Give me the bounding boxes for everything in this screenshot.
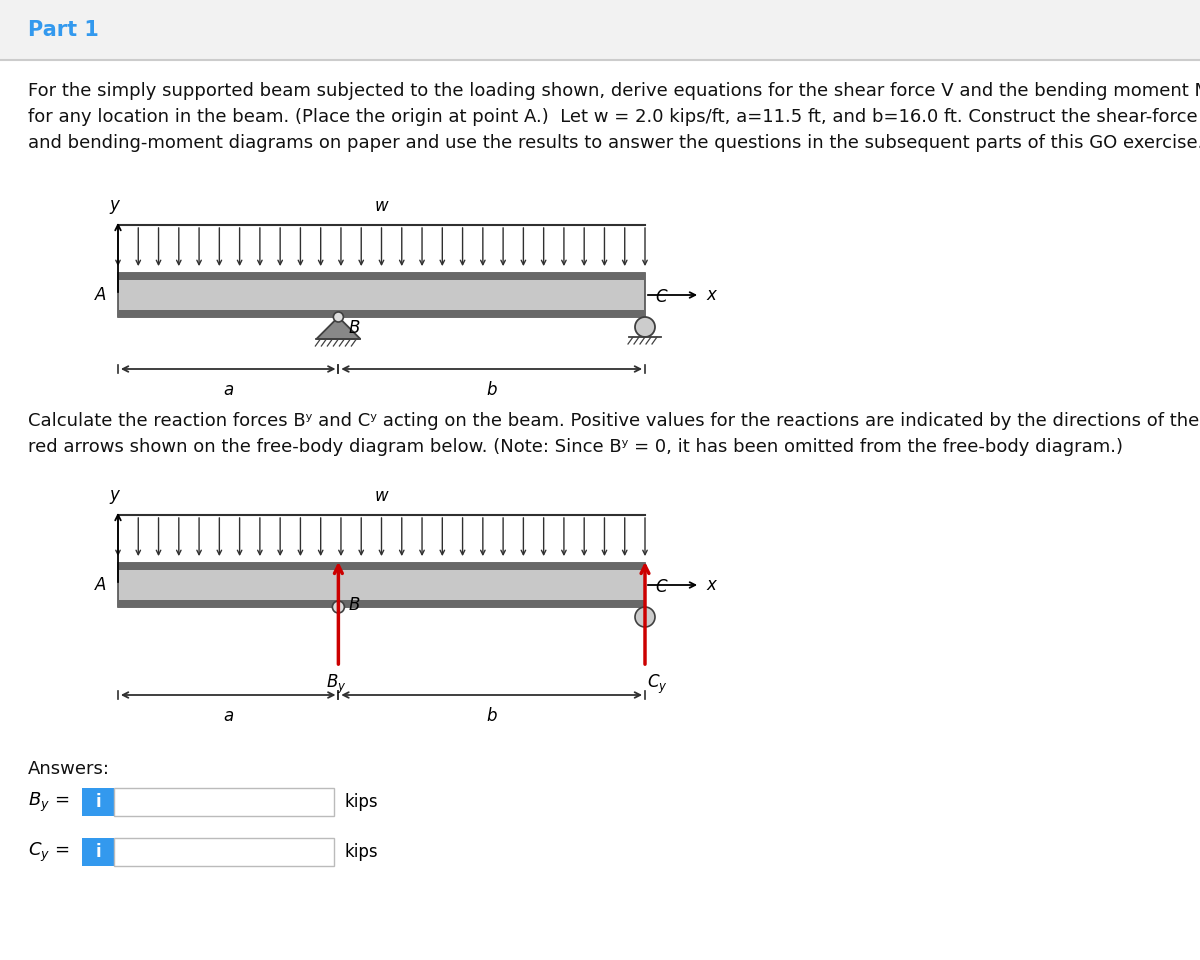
Bar [118, 273, 646, 317]
Text: C: C [655, 288, 667, 306]
Text: b: b [486, 381, 497, 399]
Text: for any location in the beam. (Place the origin at point A.)  Let w = 2.0 kips/f: for any location in the beam. (Place the… [28, 108, 1198, 126]
Bar [0, 0, 1200, 60]
Text: y: y [109, 486, 119, 504]
Polygon shape [317, 317, 360, 339]
Circle shape [635, 317, 655, 337]
Text: $B_y$ =: $B_y$ = [28, 790, 70, 814]
Bar [118, 310, 646, 317]
Text: Part 1: Part 1 [28, 20, 98, 40]
Text: Answers:: Answers: [28, 760, 110, 778]
Text: and bending-moment diagrams on paper and use the results to answer the questions: and bending-moment diagrams on paper and… [28, 134, 1200, 152]
Bar [114, 838, 334, 866]
Bar [118, 563, 646, 607]
Text: x: x [706, 576, 716, 594]
Text: i: i [95, 793, 101, 811]
Text: Calculate the reaction forces Bʸ and Cʸ acting on the beam. Positive values for : Calculate the reaction forces Bʸ and Cʸ … [28, 412, 1199, 430]
Text: kips: kips [344, 793, 378, 811]
Text: w: w [374, 487, 389, 505]
Text: y: y [109, 196, 119, 214]
Text: A: A [95, 286, 106, 304]
Text: b: b [486, 707, 497, 725]
Bar [82, 788, 114, 816]
Text: $C_y$: $C_y$ [647, 673, 667, 696]
Text: a: a [223, 707, 233, 725]
Text: a: a [223, 381, 233, 399]
Text: red arrows shown on the free-body diagram below. (Note: Since Bʸ = 0, it has bee: red arrows shown on the free-body diagra… [28, 438, 1123, 456]
Text: For the simply supported beam subjected to the loading shown, derive equations f: For the simply supported beam subjected … [28, 82, 1200, 100]
Text: x: x [706, 286, 716, 304]
Bar [82, 838, 114, 866]
Bar [118, 600, 646, 607]
Text: $B_y$: $B_y$ [326, 673, 347, 696]
Text: C: C [655, 578, 667, 596]
Circle shape [635, 607, 655, 627]
Text: kips: kips [344, 843, 378, 861]
Text: w: w [374, 197, 389, 215]
Text: A: A [95, 576, 106, 594]
Text: B: B [348, 319, 360, 337]
Circle shape [332, 601, 344, 613]
Bar [118, 563, 646, 570]
Bar [114, 788, 334, 816]
Text: i: i [95, 843, 101, 861]
Circle shape [334, 312, 343, 322]
Bar [118, 273, 646, 280]
Text: B: B [348, 596, 360, 614]
Text: $C_y$ =: $C_y$ = [28, 840, 70, 864]
